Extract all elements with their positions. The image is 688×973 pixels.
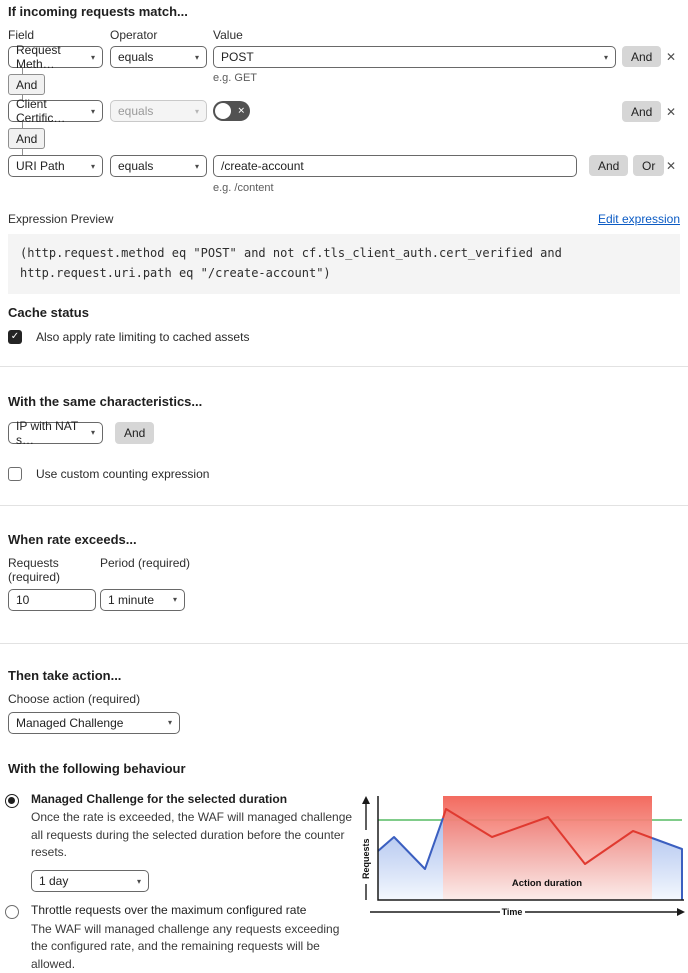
row2-and-button[interactable]: And	[622, 101, 662, 122]
section-divider	[0, 642, 688, 644]
expression-preview-label: Expression Preview	[8, 212, 114, 226]
row3-field-value: URI Path	[16, 159, 65, 173]
connector-line	[22, 95, 23, 100]
row3-field-select[interactable]: URI Path ▾	[8, 155, 103, 177]
duration-select-value: 1 day	[39, 874, 69, 889]
row2-value-toggle[interactable]: ✕	[213, 101, 250, 121]
period-select[interactable]: 1 minute ▾	[100, 588, 185, 611]
action-select-value: Managed Challenge	[16, 715, 124, 730]
row1-operator-select[interactable]: equals ▾	[110, 46, 207, 68]
row1-and-button[interactable]: And	[622, 46, 662, 67]
connector1-and-chip[interactable]: And	[8, 74, 46, 95]
behaviour-option-1: Managed Challenge for the selected durat…	[5, 792, 357, 904]
rate-heading: When rate exceeds...	[8, 531, 137, 547]
chevron-down-icon: ▾	[172, 595, 177, 605]
row3-and-button[interactable]: And	[589, 155, 629, 176]
chevron-down-icon: ▾	[90, 106, 95, 116]
row2-operator-value: equals	[118, 104, 154, 118]
row2-field-select[interactable]: Client Certific… ▾	[8, 97, 103, 125]
option1-description: Once the rate is exceeded, the WAF will …	[31, 810, 353, 859]
row3-value-input[interactable]	[213, 155, 577, 177]
operator-column-label: Operator	[110, 28, 158, 42]
option1-title: Managed Challenge for the selected durat…	[31, 791, 288, 806]
connector-line	[22, 68, 23, 74]
row1-field-value: Request Meth…	[16, 43, 61, 71]
cache-checkbox-label: Also apply rate limiting to cached asset…	[36, 329, 250, 344]
row2-remove-icon[interactable]: ✕	[665, 104, 677, 119]
value-column-label: Value	[213, 28, 243, 42]
row1-value: POST	[221, 50, 254, 64]
row1-field-select[interactable]: Request Meth… ▾	[8, 43, 103, 71]
characteristics-and-button[interactable]: And	[115, 421, 155, 444]
chevron-down-icon: ▾	[90, 161, 95, 171]
expression-code: (http.request.method eq "POST" and not c…	[8, 234, 680, 294]
chevron-down-icon: ▾	[194, 161, 199, 171]
option2-description: The WAF will managed challenge any reque…	[31, 921, 340, 971]
row3-or-button[interactable]: Or	[633, 155, 665, 176]
option2-radio[interactable]	[5, 905, 19, 920]
row1-remove-icon[interactable]: ✕	[665, 49, 677, 64]
connector-line	[22, 122, 23, 128]
row2-operator-select-disabled: equals ▾	[110, 100, 207, 122]
x-axis-arrow-icon	[677, 907, 685, 916]
cache-status-heading: Cache status	[8, 304, 89, 320]
x-axis-label: Time	[502, 907, 523, 917]
row1-hint: e.g. GET	[213, 72, 258, 84]
behaviour-section: Managed Challenge for the selected durat…	[0, 792, 688, 971]
period-select-value: 1 minute	[108, 592, 155, 607]
chevron-down-icon: ▾	[603, 52, 608, 62]
requests-line-normal	[377, 817, 444, 870]
row1-value-select[interactable]: POST ▾	[213, 46, 616, 68]
option2-title: Throttle requests over the maximum confi…	[31, 903, 307, 918]
section-divider	[0, 365, 688, 367]
row3-hint: e.g. /content	[213, 182, 274, 194]
check-icon: ✓	[10, 331, 20, 343]
row3-remove-icon[interactable]: ✕	[665, 158, 677, 173]
requests-line-action	[442, 807, 653, 865]
duration-select[interactable]: 1 day ▾	[31, 870, 149, 893]
connector-line	[22, 149, 23, 155]
toggle-x-icon: ✕	[237, 105, 245, 116]
match-heading: If incoming requests match...	[8, 4, 188, 19]
requests-input[interactable]	[8, 588, 96, 611]
requests-label: Requests (required)	[8, 555, 61, 584]
chevron-down-icon: ▾	[90, 428, 95, 438]
chevron-down-icon: ▾	[167, 718, 172, 728]
match-builder: If incoming requests match... Field Oper…	[0, 0, 688, 205]
characteristics-heading: With the same characteristics...	[8, 393, 203, 409]
behaviour-option-2: Throttle requests over the maximum confi…	[5, 903, 357, 973]
row3-operator-value: equals	[118, 159, 154, 173]
y-axis-label: Requests	[361, 838, 371, 879]
behaviour-heading: With the following behaviour	[8, 760, 186, 776]
toggle-knob	[215, 103, 231, 119]
section-divider	[0, 504, 688, 506]
field-column-label: Field	[8, 28, 35, 42]
cache-checkbox[interactable]: ✓	[8, 329, 22, 344]
characteristics-select[interactable]: IP with NAT s… ▾	[8, 418, 103, 447]
y-axis-arrow-icon	[362, 795, 370, 804]
custom-counting-checkbox[interactable]	[8, 466, 22, 481]
choose-action-label: Choose action (required)	[8, 691, 141, 706]
characteristics-select-value: IP with NAT s…	[16, 418, 79, 447]
period-label: Period (required)	[100, 555, 191, 570]
chevron-down-icon: ▾	[136, 876, 141, 886]
connector2-and-chip[interactable]: And	[8, 128, 46, 149]
action-select[interactable]: Managed Challenge ▾	[8, 711, 180, 734]
edit-expression-link[interactable]: Edit expression	[597, 212, 680, 226]
custom-counting-label: Use custom counting expression	[36, 466, 210, 481]
row3-operator-select[interactable]: equals ▾	[110, 155, 207, 177]
row1-operator-value: equals	[118, 50, 154, 64]
action-heading: Then take action...	[8, 667, 122, 683]
chevron-down-icon: ▾	[194, 52, 199, 62]
option1-radio[interactable]	[5, 793, 19, 808]
chevron-down-icon: ▾	[194, 106, 199, 116]
chevron-down-icon: ▾	[90, 52, 95, 62]
row2-field-value: Client Certific…	[16, 97, 66, 125]
rate-limit-diagram: Action duration Requests Time	[361, 795, 685, 917]
behaviour-chart: Action duration Requests Time	[360, 794, 688, 921]
action-duration-label: Action duration	[512, 878, 582, 889]
